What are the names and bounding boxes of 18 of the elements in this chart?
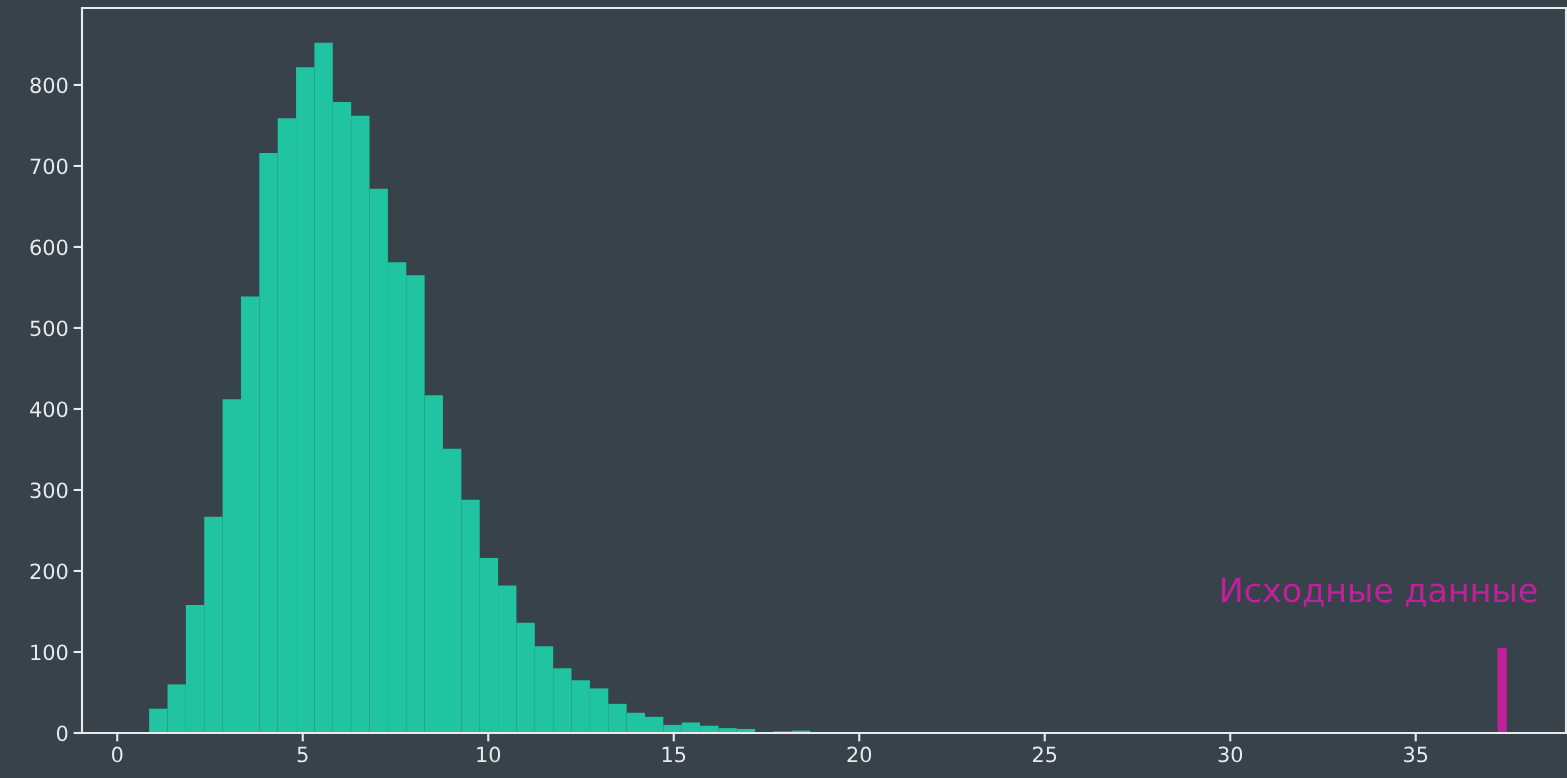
x-tick-label: 15: [662, 746, 686, 763]
y-tick-label: 500: [30, 320, 68, 337]
x-tick-label: 30: [1218, 746, 1243, 763]
annotation: Исходные данные: [1222, 577, 1537, 607]
x-tick-label: 5: [297, 746, 308, 763]
x-tick-label: 20: [847, 746, 872, 763]
y-tick-label: 600: [30, 239, 68, 256]
y-tick-label: 400: [30, 401, 68, 418]
y-tick-label: 0: [56, 725, 68, 742]
y-tick-label: 300: [30, 482, 68, 499]
y-tick-label: 700: [30, 158, 68, 175]
x-tick-label: 35: [1404, 746, 1428, 763]
x-tick-label: 0: [111, 746, 123, 763]
y-tick-label: 800: [30, 77, 68, 94]
x-tick-label: 25: [1033, 746, 1057, 763]
y-tick-label: 200: [30, 563, 68, 580]
x-tick-label: 10: [477, 746, 501, 763]
y-tick-label: 100: [31, 644, 68, 661]
